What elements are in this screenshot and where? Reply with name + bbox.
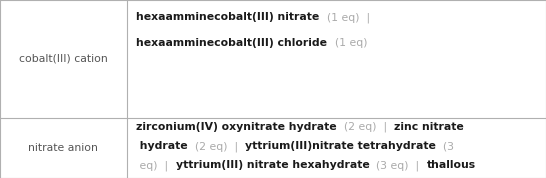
Text: yttrium(III)nitrate tetrahydrate: yttrium(III)nitrate tetrahydrate [245,141,436,151]
Text: (2 eq)  |: (2 eq) | [337,122,394,132]
Text: eq)  |: eq) | [136,160,176,171]
Text: (2 eq)  |: (2 eq) | [188,141,245,152]
Text: hydrate: hydrate [136,141,188,151]
Text: thallous: thallous [426,160,476,170]
Text: hexaamminecobalt(III) nitrate: hexaamminecobalt(III) nitrate [136,12,320,22]
Text: nitrate anion: nitrate anion [28,143,98,153]
Text: yttrium(III) nitrate hexahydrate: yttrium(III) nitrate hexahydrate [176,160,370,170]
Text: cobalt(III) cation: cobalt(III) cation [19,54,108,64]
Text: zinc nitrate: zinc nitrate [394,122,464,132]
Text: zirconium(IV) oxynitrate hydrate: zirconium(IV) oxynitrate hydrate [136,122,337,132]
Text: (1 eq)  |: (1 eq) | [320,12,370,23]
Text: (3 eq)  |: (3 eq) | [370,160,426,171]
Text: hexaamminecobalt(III) chloride: hexaamminecobalt(III) chloride [136,38,328,48]
Text: (3: (3 [436,141,454,151]
Text: (1 eq): (1 eq) [328,38,367,48]
